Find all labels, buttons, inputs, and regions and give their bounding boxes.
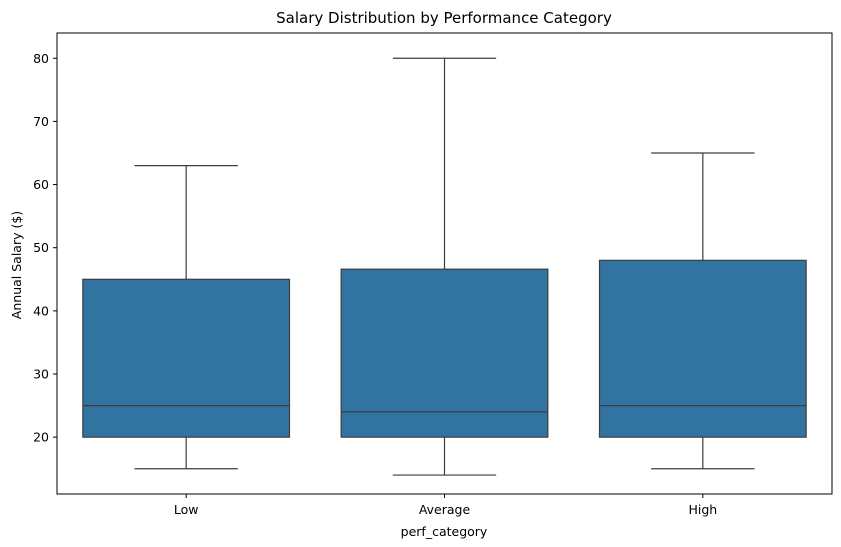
x-axis-label: perf_category	[401, 524, 488, 539]
y-tick-label: 40	[33, 303, 49, 318]
plot-area: Low Average High 20 30 40 50 60 70 80	[33, 32, 833, 517]
y-tick-label: 30	[33, 367, 49, 382]
y-tick-label: 50	[33, 240, 49, 255]
x-tick-label: High	[688, 502, 717, 517]
y-tick-label: 70	[33, 114, 49, 129]
x-tick-label: Low	[174, 502, 199, 517]
y-tick-label: 20	[33, 430, 49, 445]
chart-title: Salary Distribution by Performance Categ…	[276, 9, 612, 27]
box-average	[340, 268, 549, 438]
y-axis-label: Annual Salary ($)	[9, 211, 24, 319]
box-high	[598, 259, 807, 438]
y-tick-label: 80	[33, 51, 49, 66]
box-low	[82, 278, 291, 438]
axes-frame	[56, 32, 833, 495]
y-tick-label: 60	[33, 177, 49, 192]
x-tick-label: Average	[419, 502, 471, 517]
